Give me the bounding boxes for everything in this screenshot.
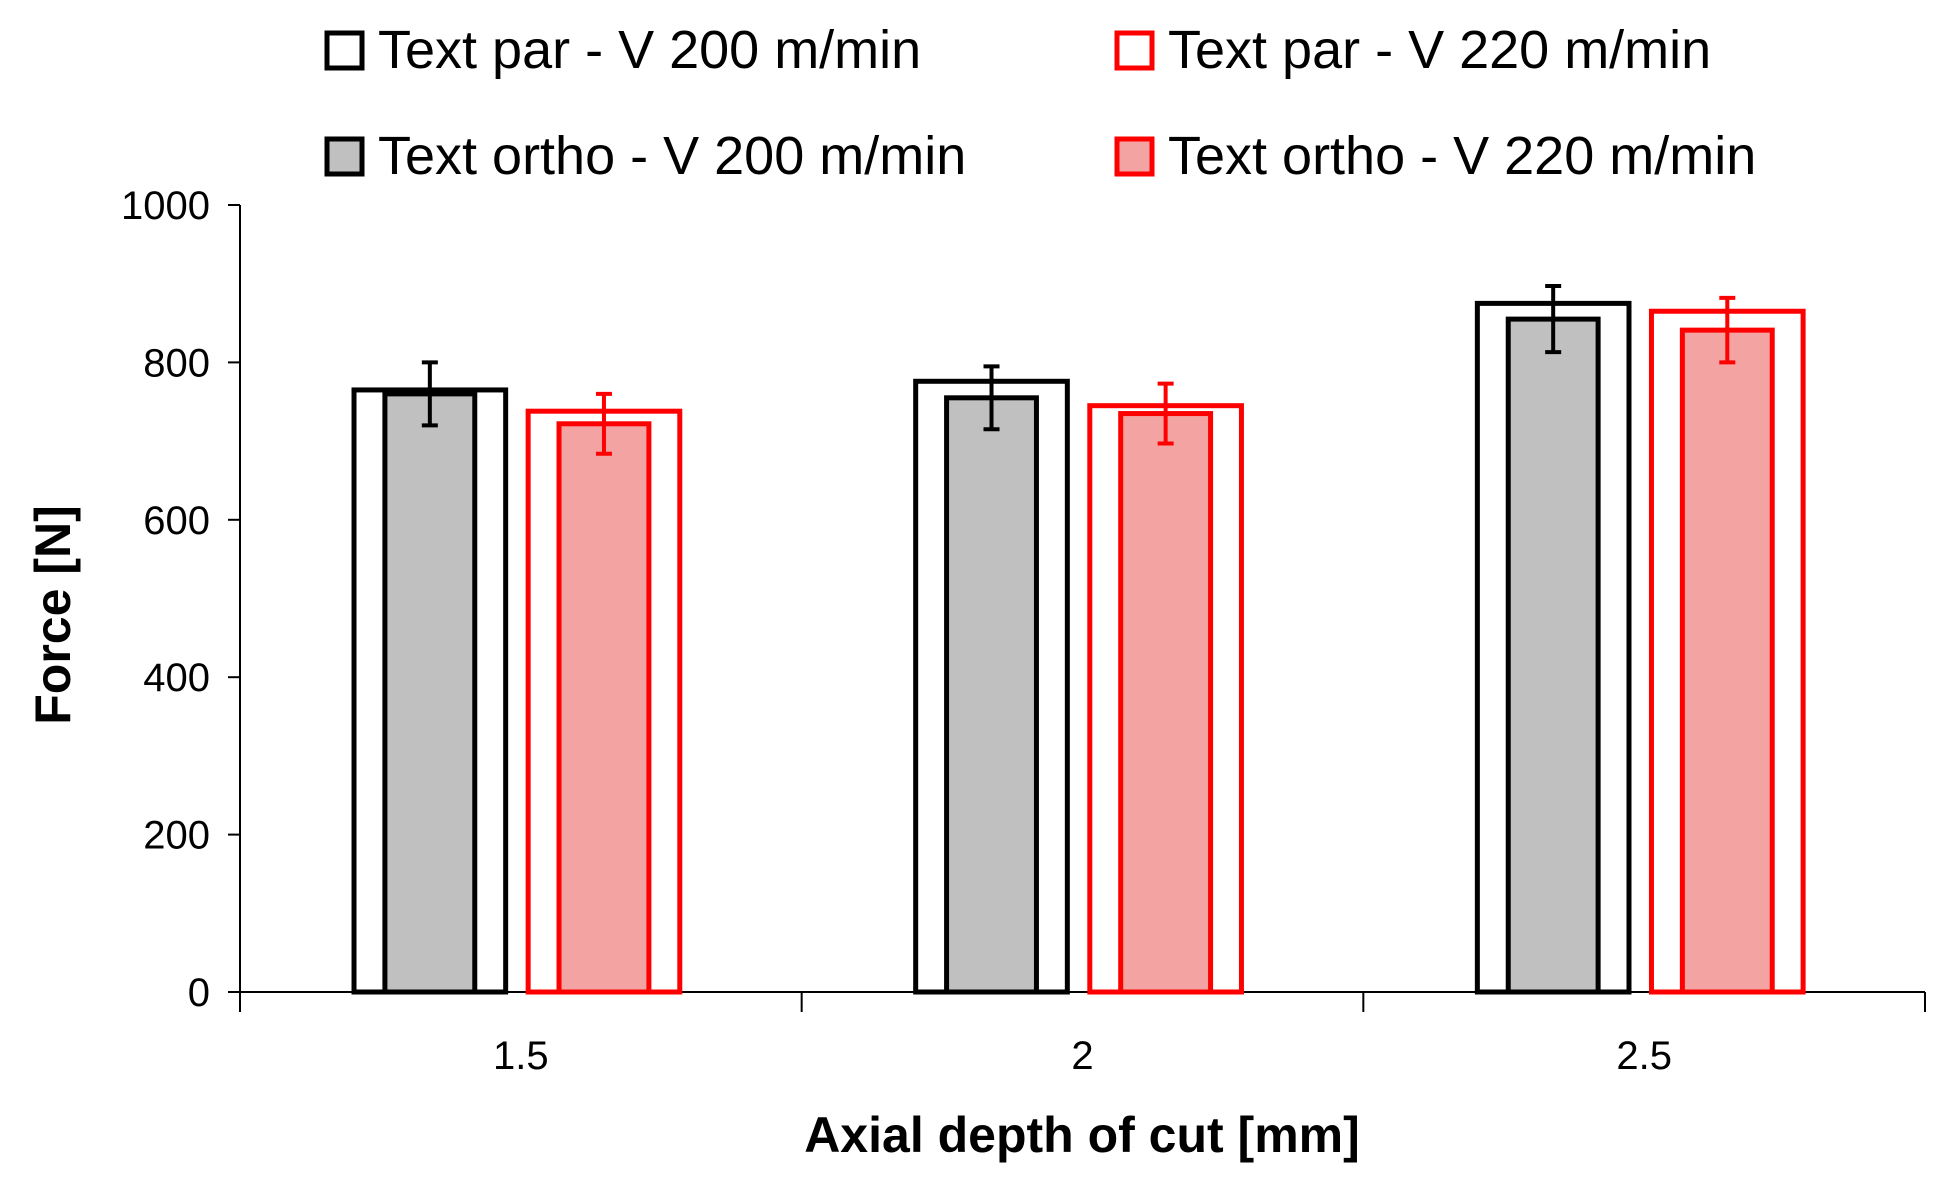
legend-label-par-220: Text par - V 220 m/min <box>1168 20 1711 80</box>
bar <box>1505 316 1601 995</box>
legend-swatch-par-200 <box>324 30 365 71</box>
y-tick-label: 200 <box>143 814 210 858</box>
legend-label-ortho-220: Text ortho - V 220 m/min <box>1168 126 1756 186</box>
x-axis-label: Axial depth of cut [mm] <box>804 1107 1360 1163</box>
x-tick-label: 2 <box>1071 1034 1093 1078</box>
x-tick-label: 1.5 <box>493 1034 549 1078</box>
legend-swatch-par-220 <box>1114 30 1155 71</box>
x-tick-label: 2.5 <box>1616 1034 1672 1078</box>
y-tick-label: 1000 <box>121 184 210 228</box>
y-tick-label: 400 <box>143 656 210 700</box>
y-tick-label: 600 <box>143 499 210 543</box>
bar <box>944 395 1039 995</box>
legend-label-par-200: Text par - V 200 m/min <box>378 20 921 80</box>
y-axis-label: Force [N] <box>25 505 81 724</box>
bar <box>1118 411 1214 995</box>
legend-swatch-ortho-200 <box>324 136 365 177</box>
legend-entry-par-220: Text par - V 220 m/min <box>1114 20 1711 80</box>
bar <box>382 391 478 995</box>
legend-entry-par-200: Text par - V 200 m/min <box>324 20 921 80</box>
bar <box>556 421 652 995</box>
legend-entry-ortho-220: Text ortho - V 220 m/min <box>1114 126 1756 186</box>
legend-label-ortho-200: Text ortho - V 200 m/min <box>378 126 966 186</box>
legend-swatch-ortho-220 <box>1114 136 1155 177</box>
y-tick-label: 0 <box>188 971 210 1015</box>
plot-area: 0 200 400 600 800 1000 1.5 2 2.5 <box>121 184 1926 1078</box>
bar <box>1679 327 1775 995</box>
legend-entry-ortho-200: Text ortho - V 200 m/min <box>324 126 966 186</box>
legend: Text par - V 200 m/min Text par - V 220 … <box>324 20 1756 186</box>
y-tick-label: 800 <box>143 341 210 385</box>
